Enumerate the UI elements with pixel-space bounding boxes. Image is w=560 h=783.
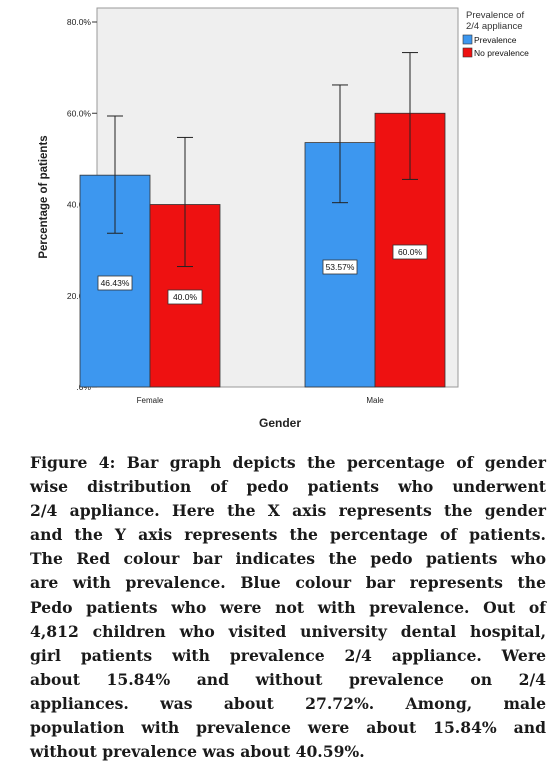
x-tick-label: Female xyxy=(137,396,164,405)
caption-line: and the Y axis represents the percentage… xyxy=(30,525,546,545)
chart-canvas: .0%20.0%40.0%60.0%80.0%46.43%53.57%40.0%… xyxy=(38,7,529,430)
x-axis-title: Gender xyxy=(259,416,301,430)
data-label-box xyxy=(97,275,133,291)
caption-line: without prevalence was about 40.59%. xyxy=(30,742,365,762)
caption-line: 2/4 appliance. Here the X axis represent… xyxy=(30,501,546,521)
legend-title: Prevalence of xyxy=(466,10,524,21)
legend-swatch xyxy=(462,34,473,45)
caption-line: Figure 4: Bar graph depicts the percenta… xyxy=(30,453,546,472)
data-label-box xyxy=(392,244,428,260)
data-label: 40.0% xyxy=(173,292,198,302)
data-label: 53.57% xyxy=(326,262,355,272)
legend-label: Prevalence xyxy=(474,35,517,45)
figure-caption: Figure 4: Bar graph depicts the percenta… xyxy=(30,451,546,764)
y-tick-label: 20.0% xyxy=(67,291,92,301)
x-tick-label: Male xyxy=(366,396,384,405)
data-label: 60.0% xyxy=(398,247,423,257)
legend-title-line2: 2/4 appliance xyxy=(466,21,523,32)
caption-line: wise distribution of pedo patients who u… xyxy=(30,477,546,497)
caption-line: appliances. was about 27.72%. Among, mal… xyxy=(30,693,546,713)
y-tick-label: 40.0% xyxy=(67,200,92,210)
data-label-box xyxy=(167,289,203,305)
caption-line: about 15.84% and without prevalence on 2… xyxy=(30,669,546,689)
caption-line: The Red colour bar indicates the pedo pa… xyxy=(30,549,546,569)
y-axis-title: Percentage of patients xyxy=(38,135,50,258)
caption-line: population with prevalence were about 15… xyxy=(30,718,546,738)
bar-chart: .0%20.0%40.0%60.0%80.0%46.43%53.57%40.0%… xyxy=(38,7,529,430)
data-label: 46.43% xyxy=(101,278,130,288)
caption-line: are with prevalence. Blue colour bar rep… xyxy=(30,573,546,593)
legend-swatch xyxy=(462,47,473,58)
y-tick-label: 80.0% xyxy=(67,17,92,27)
caption-line: 4,812 children who visited university de… xyxy=(30,621,546,641)
legend-label: No prevalence xyxy=(474,48,529,58)
caption-line: girl patients with prevalence 2/4 applia… xyxy=(30,645,546,665)
data-label-box xyxy=(322,259,358,275)
caption-line: Pedo patients who were not with prevalen… xyxy=(30,597,546,617)
y-tick-label: 60.0% xyxy=(67,108,92,118)
